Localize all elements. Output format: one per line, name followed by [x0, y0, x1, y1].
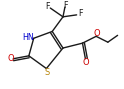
- Text: HN: HN: [22, 33, 34, 42]
- Text: O: O: [94, 29, 100, 38]
- Text: F: F: [64, 1, 68, 10]
- Text: O: O: [82, 58, 89, 67]
- Text: O: O: [8, 54, 15, 63]
- Text: F: F: [45, 2, 50, 11]
- Text: F: F: [78, 9, 83, 18]
- Text: S: S: [45, 68, 50, 77]
